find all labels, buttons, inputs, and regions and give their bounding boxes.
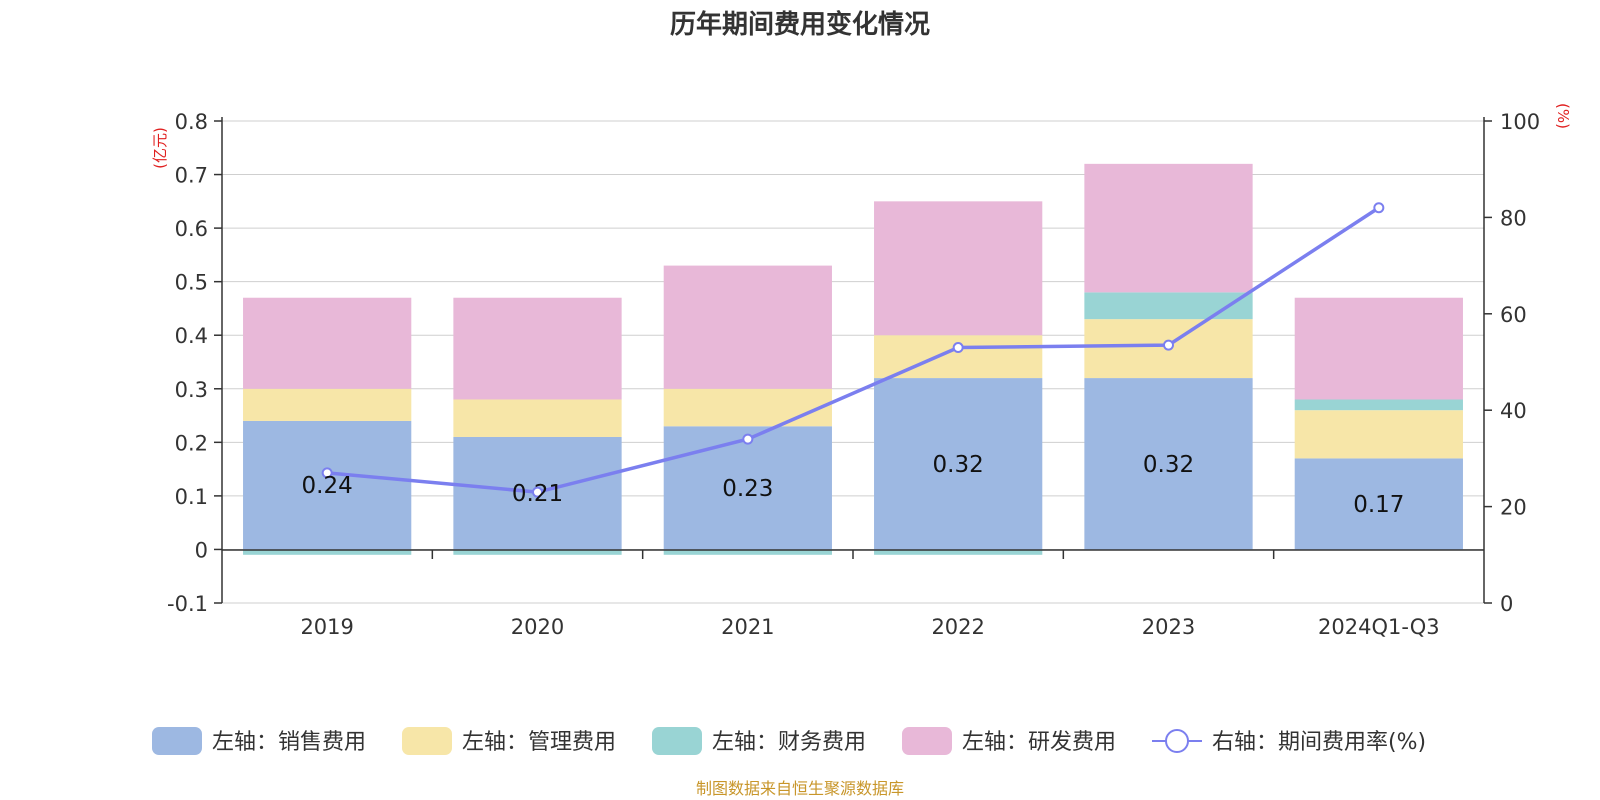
legend-swatch	[652, 727, 702, 755]
left-tick-label: -0.1	[167, 592, 208, 616]
bar-segment-0	[663, 426, 832, 550]
left-tick-label: 0.5	[175, 271, 208, 295]
right-tick-label: 100	[1500, 110, 1540, 134]
left-tick-label: 0.8	[175, 110, 208, 134]
rate-point	[1163, 339, 1174, 351]
left-tick-label: 0.2	[175, 431, 208, 455]
legend-label: 左轴：财务费用	[712, 730, 866, 755]
x-tick-label: 2023	[1142, 615, 1195, 639]
bar-segment-3	[453, 297, 622, 400]
rate-point	[952, 342, 964, 354]
bar-segment-0	[243, 420, 412, 550]
rate-point	[1373, 202, 1385, 214]
bar-segment-3	[663, 265, 832, 389]
bar-segment-2	[663, 549, 832, 555]
legend-label: 右轴：期间费用率(%)	[1212, 730, 1426, 755]
source-note: 制图数据来自恒生聚源数据库	[696, 779, 904, 798]
legend: 左轴：销售费用 左轴：管理费用 左轴：财务费用 左轴：研发费用 右轴：期间费用率(%)	[152, 727, 1426, 755]
bar-segment-3	[874, 201, 1043, 336]
right-tick-label: 20	[1500, 496, 1527, 520]
bar-series	[243, 163, 1463, 555]
bar-segment-1	[1294, 410, 1463, 459]
left-axis-unit: (亿元)	[151, 127, 169, 169]
legend-label: 左轴：研发费用	[962, 730, 1116, 755]
rate-line	[327, 206, 1380, 494]
bar-segment-0	[1294, 458, 1463, 550]
bar-segment-3	[243, 297, 412, 389]
data-labels: 0.24 0.21 0.23 0.32 0.32 0.17	[302, 452, 1405, 518]
rate-point	[742, 433, 754, 445]
bar-segment-1	[243, 388, 412, 421]
legend-label: 左轴：销售费用	[212, 730, 366, 755]
bar-data-label: 0.24	[302, 473, 353, 499]
legend-swatch	[152, 727, 202, 755]
bar-segment-3	[1294, 297, 1463, 400]
legend-swatch	[402, 727, 452, 755]
bar-segment-0	[874, 378, 1043, 550]
chart-title: 历年期间费用变化情况	[670, 9, 930, 40]
rate-line-series	[321, 202, 1385, 498]
left-tick-label: 0	[195, 538, 208, 562]
bar-data-label: 0.32	[1143, 452, 1194, 478]
bar-segment-0	[1084, 378, 1253, 550]
legend-point-swatch	[1165, 729, 1189, 753]
rate-point	[532, 486, 543, 498]
left-tick-label: 0.1	[175, 485, 208, 509]
x-tick-label: 2024Q1-Q3	[1318, 615, 1440, 639]
left-tick-label: 0.6	[175, 217, 208, 241]
x-tick-label: 2020	[511, 615, 564, 639]
right-tick-label: 40	[1500, 399, 1527, 423]
bar-segment-2	[1294, 399, 1463, 411]
bar-data-label: 0.23	[722, 476, 773, 502]
left-tick-label: 0.4	[175, 324, 208, 348]
right-tick-label: 0	[1500, 592, 1513, 616]
bar-segment-2	[243, 549, 412, 555]
bar-segment-1	[453, 399, 622, 437]
bar-segment-1	[663, 388, 832, 427]
x-tick-label: 2022	[931, 615, 984, 639]
bar-segment-3	[1084, 163, 1253, 293]
x-tick-label: 2019	[300, 615, 353, 639]
bar-segment-2	[453, 549, 622, 555]
left-tick-label: 0.3	[175, 378, 208, 402]
bar-segment-2	[874, 549, 1043, 555]
right-tick-label: 80	[1500, 206, 1527, 230]
right-tick-label: 60	[1500, 303, 1527, 327]
x-tick-label: 2021	[721, 615, 774, 639]
rate-point	[321, 467, 333, 479]
axes: 0.8 0.7 0.6 0.5 0.4 0.3 0.2 0.1 0 -0.1 100 80 60 40 20…	[167, 110, 1540, 639]
legend-label: 左轴：管理费用	[462, 730, 616, 755]
bar-segment-2	[1084, 292, 1253, 320]
left-tick-label: 0.7	[175, 164, 208, 188]
bar-data-label: 0.32	[933, 452, 984, 478]
bar-data-label: 0.17	[1353, 492, 1404, 518]
legend-swatch	[902, 727, 952, 755]
bar-data-label: 0.21	[512, 481, 563, 507]
right-axis-unit: (%)	[1554, 103, 1572, 129]
